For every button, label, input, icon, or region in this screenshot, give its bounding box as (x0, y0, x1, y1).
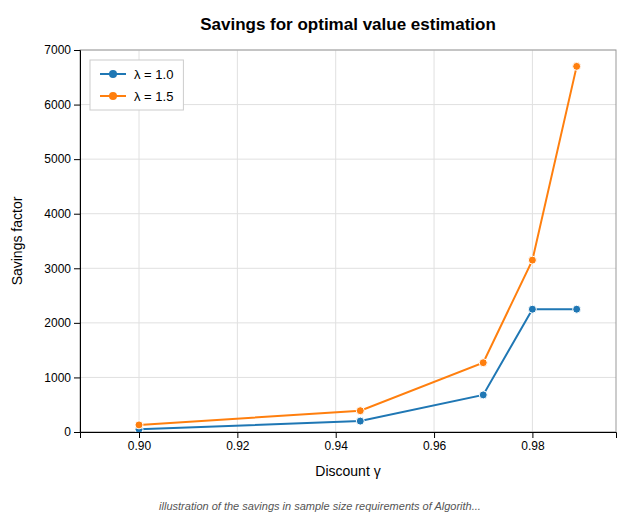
y-tick-mark (74, 268, 80, 269)
x-tick-mark (139, 432, 140, 438)
data-point (135, 421, 143, 429)
x-tick: 0.90 (128, 432, 152, 453)
series-line (139, 66, 577, 425)
y-tick-mark (74, 214, 80, 215)
legend-box (90, 60, 183, 110)
y-tick-mark (74, 377, 80, 378)
y-tick: 4000 (44, 207, 80, 221)
y-tick-label: 3000 (44, 262, 71, 276)
y-tick-mark (74, 323, 80, 324)
grid-line-x (532, 50, 533, 432)
x-tick: 0.96 (423, 432, 447, 453)
x-axis-line (81, 433, 617, 439)
y-tick: 3000 (44, 262, 80, 276)
y-tick: 7000 (44, 43, 80, 57)
x-tick-label: 0.94 (325, 439, 349, 453)
y-tick-mark (74, 432, 80, 433)
y-tick-label: 0 (64, 425, 71, 439)
x-axis: 0.90 0.92 0.94 0.96 0.98 (81, 432, 617, 453)
y-tick-mark (74, 105, 80, 106)
x-tick: 0.92 (226, 432, 250, 453)
y-tick-label: 2000 (44, 316, 71, 330)
y-tick-label: 7000 (44, 43, 71, 57)
legend: λ = 1.0 λ = 1.5 (90, 60, 183, 110)
legend-swatch-marker (109, 92, 117, 100)
grid-line-y (80, 377, 616, 378)
grid-line-y (80, 213, 616, 214)
x-tick-label: 0.98 (521, 439, 545, 453)
y-axis: 0 1000 2000 3000 4000 5000 6000 7000 (44, 43, 80, 439)
grid-line-x (237, 50, 238, 432)
y-axis-line (74, 51, 81, 433)
legend-label: λ = 1.0 (134, 67, 173, 82)
y-tick: 6000 (44, 98, 80, 112)
legend-item: λ = 1.5 (100, 89, 173, 104)
y-tick-mark (74, 159, 80, 160)
y-axis-title: Savings factor (9, 196, 25, 285)
grid-line-x (335, 50, 336, 432)
y-tick: 5000 (44, 152, 80, 166)
x-axis-title: Discount γ (315, 463, 380, 479)
caption: illustration of the savings in sample si… (159, 500, 481, 512)
x-tick-label: 0.92 (226, 439, 250, 453)
x-tick-mark (532, 432, 533, 438)
data-point (479, 359, 487, 367)
y-tick-label: 5000 (44, 152, 71, 166)
plot-frame (80, 50, 616, 432)
plot-area (135, 62, 581, 432)
title: Savings for optimal value estimation (200, 15, 496, 34)
legend-item: λ = 1.0 (100, 67, 173, 82)
grid-line-y (80, 268, 616, 269)
y-tick-mark (74, 50, 80, 51)
data-point (573, 305, 581, 313)
grid-line-x (434, 50, 435, 432)
y-tick-label: 1000 (44, 371, 71, 385)
legend-label: λ = 1.5 (134, 89, 173, 104)
series-line (139, 309, 577, 429)
grid (80, 50, 616, 432)
x-tick: 0.94 (325, 432, 349, 453)
data-point (528, 305, 536, 313)
y-tick: 1000 (44, 371, 80, 385)
data-point (528, 256, 536, 264)
grid-line-y (80, 322, 616, 323)
x-tick-label: 0.96 (423, 439, 447, 453)
y-tick: 2000 (44, 316, 80, 330)
x-tick-mark (237, 432, 238, 438)
x-tick-label: 0.90 (128, 439, 152, 453)
y-tick: 0 (64, 425, 80, 439)
grid-line-y (80, 159, 616, 160)
data-point (573, 62, 581, 70)
x-tick-mark (434, 432, 435, 438)
data-point (356, 407, 364, 415)
data-point (479, 391, 487, 399)
x-tick: 0.98 (521, 432, 545, 453)
y-tick-label: 4000 (44, 207, 71, 221)
legend-swatch-marker (109, 70, 117, 78)
chart: 0.90 0.92 0.94 0.96 0.98 0 1000 2000 3000 4000 500… (0, 0, 640, 520)
data-point (356, 417, 364, 425)
x-tick-mark (336, 432, 337, 438)
y-tick-label: 6000 (44, 98, 71, 112)
